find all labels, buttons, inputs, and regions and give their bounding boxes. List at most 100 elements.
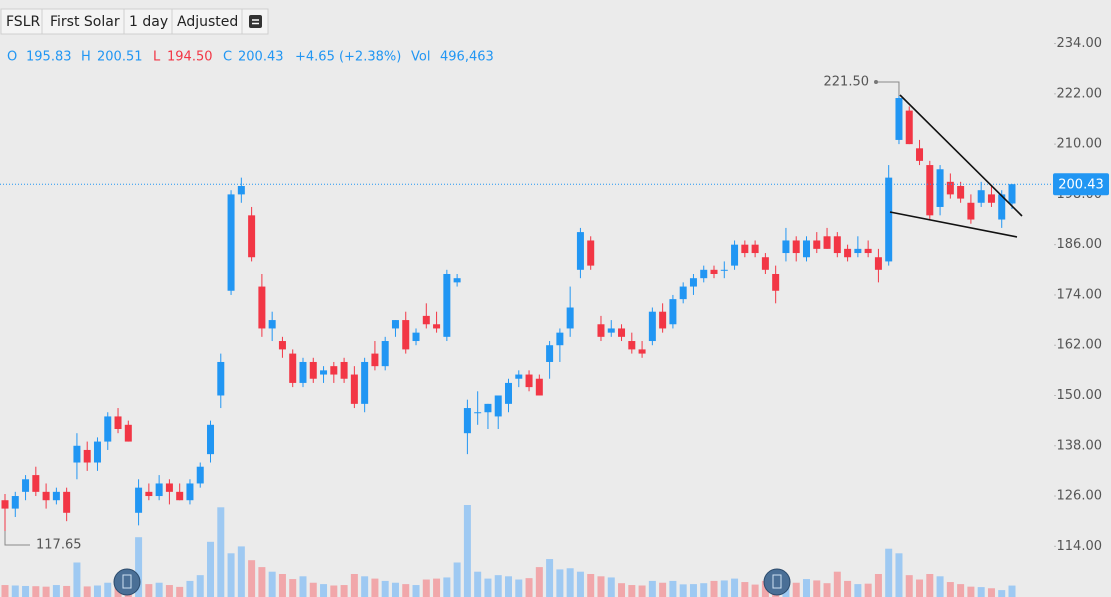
volume-bar bbox=[844, 580, 852, 597]
volume-bar bbox=[813, 580, 821, 597]
volume-bar bbox=[145, 584, 153, 597]
legend-label: H bbox=[81, 50, 91, 65]
candle-body bbox=[371, 353, 379, 367]
volume-bar bbox=[104, 582, 112, 597]
volume-bar bbox=[412, 585, 420, 597]
volume-bar bbox=[11, 585, 19, 597]
volume-bar bbox=[52, 585, 60, 597]
candle-body bbox=[597, 324, 605, 337]
legend-value: 200.51 bbox=[97, 50, 143, 65]
candle-body bbox=[576, 232, 584, 270]
candle-body bbox=[237, 186, 245, 195]
candle-body bbox=[556, 332, 564, 346]
event-marker[interactable] bbox=[763, 568, 791, 596]
candle-body bbox=[864, 248, 872, 254]
volume-bar bbox=[905, 575, 913, 597]
volume-bar bbox=[854, 584, 862, 597]
volume-bar bbox=[535, 567, 543, 597]
menu-button[interactable] bbox=[249, 15, 262, 28]
candle-body bbox=[145, 491, 153, 497]
volume-bar bbox=[350, 574, 358, 597]
candle-body bbox=[391, 320, 399, 329]
legend-value: 496,463 bbox=[440, 50, 494, 65]
volume-bar bbox=[186, 580, 194, 597]
candle-body bbox=[669, 299, 677, 325]
candle-body bbox=[196, 466, 204, 484]
volume-bar bbox=[330, 585, 338, 597]
candle-body bbox=[320, 370, 328, 375]
volume-bar bbox=[998, 590, 1006, 597]
candle-body bbox=[11, 496, 19, 509]
legend-value: 195.83 bbox=[26, 50, 72, 65]
volume-bar bbox=[22, 585, 30, 597]
candle-body bbox=[607, 328, 615, 333]
legend-change: +4.65 (+2.38%) bbox=[295, 50, 401, 65]
volume-bar bbox=[741, 582, 749, 597]
candle-body bbox=[638, 349, 646, 354]
candle-body bbox=[1, 500, 9, 509]
candle-body bbox=[381, 341, 389, 367]
candle-body bbox=[207, 424, 215, 455]
y-tick-label: 114.00 bbox=[1057, 539, 1103, 554]
volume-bar bbox=[792, 582, 800, 597]
volume-bar bbox=[638, 585, 646, 597]
y-tick-label: 126.00 bbox=[1057, 489, 1103, 504]
candle-body bbox=[525, 374, 533, 388]
candle-body bbox=[916, 148, 924, 161]
volume-bar bbox=[731, 578, 739, 597]
candle-body bbox=[22, 479, 30, 492]
candle-body bbox=[309, 361, 317, 379]
event-marker[interactable] bbox=[113, 568, 141, 596]
candle-body bbox=[135, 487, 143, 513]
candle-body bbox=[63, 491, 71, 513]
candle-body bbox=[926, 165, 934, 216]
candle-body bbox=[176, 491, 184, 501]
candle-body bbox=[977, 190, 985, 203]
legend-label: O bbox=[7, 50, 17, 65]
volume-bar bbox=[618, 583, 626, 597]
candle-body bbox=[844, 248, 852, 258]
volume-bar bbox=[761, 580, 769, 597]
low-marker bbox=[4, 531, 30, 546]
candle-body bbox=[946, 181, 954, 195]
name-button[interactable]: First Solar bbox=[50, 14, 120, 30]
candle-body bbox=[453, 278, 461, 283]
volume-bar bbox=[155, 582, 163, 597]
volume-bar bbox=[402, 584, 410, 597]
y-tick-label: 222.00 bbox=[1057, 86, 1103, 101]
candle-body bbox=[494, 395, 502, 417]
candle-body bbox=[566, 307, 574, 329]
interval-button[interactable]: 1 day bbox=[129, 14, 168, 30]
candle-body bbox=[967, 202, 975, 220]
candle-body bbox=[854, 248, 862, 254]
symbol-button[interactable]: FSLR bbox=[6, 14, 40, 30]
event-icon bbox=[113, 568, 141, 596]
candle-body bbox=[731, 244, 739, 266]
candle-body bbox=[648, 311, 656, 342]
high-marker bbox=[876, 81, 900, 96]
volume-bar bbox=[176, 586, 184, 597]
volume-bar bbox=[936, 576, 944, 597]
candle-body bbox=[93, 441, 101, 463]
y-tick-label: 162.00 bbox=[1057, 338, 1103, 353]
volume-bar bbox=[576, 571, 584, 597]
trendline bbox=[899, 94, 1023, 217]
candle-body bbox=[515, 374, 523, 379]
volume-bar bbox=[823, 583, 831, 597]
volume-bar bbox=[361, 576, 369, 597]
menu-icon bbox=[249, 15, 262, 28]
candle-body bbox=[936, 169, 944, 207]
volume-bar bbox=[248, 560, 256, 597]
volume-bar bbox=[165, 585, 173, 597]
adjustment-button[interactable]: Adjusted bbox=[177, 14, 238, 30]
candle-body bbox=[823, 236, 831, 249]
volume-bar bbox=[587, 574, 595, 597]
volume-bar bbox=[135, 537, 143, 597]
candle-body bbox=[104, 416, 112, 442]
volume-bar bbox=[895, 553, 903, 597]
candle-body bbox=[546, 345, 554, 362]
candle-body bbox=[628, 341, 636, 350]
candle-body bbox=[42, 491, 50, 501]
volume-bar bbox=[32, 586, 40, 597]
legend-label: C bbox=[223, 50, 232, 65]
